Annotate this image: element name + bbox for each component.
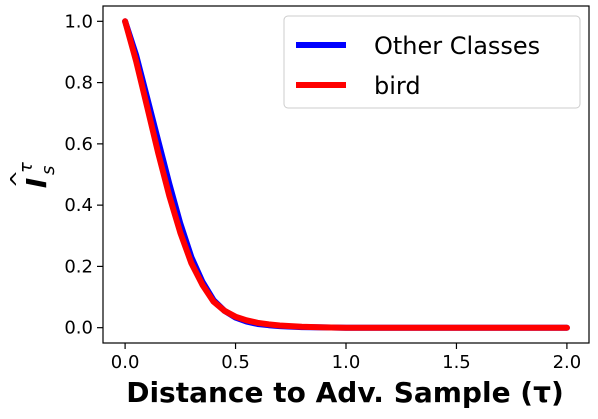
x-tick-label: 0.5 — [221, 352, 250, 373]
y-tick-label: 0.6 — [64, 134, 93, 155]
x-tick-label: 2.0 — [553, 352, 582, 373]
legend-box — [283, 15, 581, 109]
legend-label-bird: bird — [374, 72, 421, 100]
x-axis-ticks: 0.0 0.5 1.0 1.5 2.0 — [111, 343, 581, 373]
series-layer — [122, 18, 570, 331]
y-axis-label-symbol: I — [20, 178, 53, 188]
y-tick-label: 0.4 — [64, 195, 93, 216]
y-tick-label: 0.2 — [64, 256, 93, 277]
y-tick-label: 1.0 — [64, 11, 93, 32]
y-axis-ticks: 0.0 0.2 0.4 0.6 0.8 1.0 — [64, 11, 103, 339]
series-line-bird — [122, 18, 570, 331]
y-tick-label: 0.0 — [64, 318, 93, 339]
y-axis-label-hat: ^ — [7, 170, 32, 188]
x-tick-label: 1.5 — [442, 352, 471, 373]
x-axis-label: Distance to Adv. Sample (τ) — [126, 376, 564, 409]
x-tick-label: 0.0 — [111, 352, 140, 373]
x-tick-label: 1.0 — [332, 352, 361, 373]
y-axis-label-subscript: s — [38, 166, 59, 175]
y-tick-label: 0.8 — [64, 73, 93, 94]
y-axis-label: I ^ s τ — [7, 162, 59, 188]
legend-label-other-classes: Other Classes — [374, 32, 540, 60]
legend: Other Classes bird — [283, 15, 581, 109]
y-axis-label-superscript: τ — [16, 162, 37, 173]
